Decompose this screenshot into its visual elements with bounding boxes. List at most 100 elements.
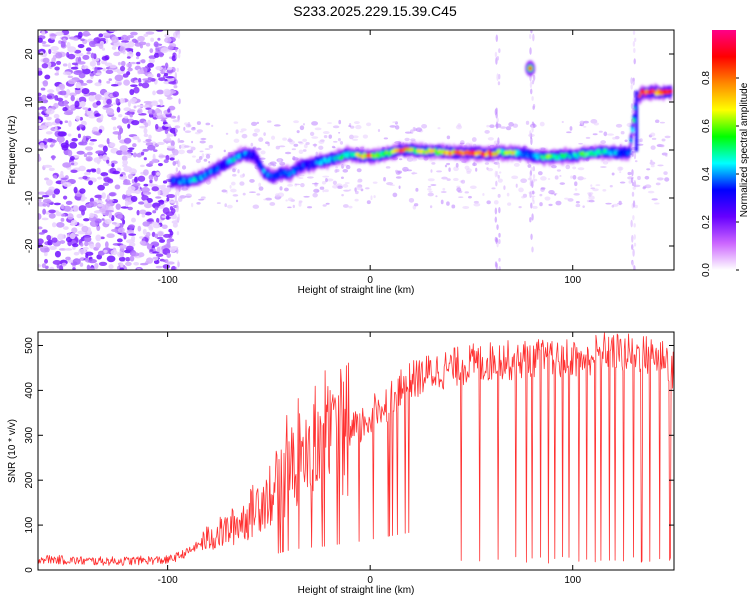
noise-blob [199, 140, 206, 144]
noise-blob [201, 153, 205, 158]
noise-blob [583, 125, 587, 128]
noise-blob [590, 184, 593, 187]
noise-blob [66, 41, 71, 49]
noise-blob [342, 168, 349, 173]
noise-blob [464, 191, 469, 194]
noise-blob [52, 193, 56, 199]
noise-blob [93, 199, 102, 203]
noise-blob [94, 113, 101, 117]
noise-blob [120, 60, 126, 67]
noise-streak [631, 234, 634, 243]
noise-blob [313, 143, 317, 148]
noise-blob [102, 182, 109, 186]
noise-streak [498, 265, 501, 270]
noise-blob [55, 211, 62, 217]
noise-blob [203, 158, 208, 162]
noise-blob [208, 161, 211, 164]
noise-blob [57, 233, 65, 241]
noise-blob [574, 188, 578, 191]
noise-streak [630, 103, 634, 109]
noise-blob [155, 196, 162, 199]
noise-blob [108, 192, 116, 197]
noise-blob [287, 138, 293, 143]
noise-blob [137, 225, 142, 232]
noise-blob [100, 172, 109, 177]
noise-blob [471, 137, 477, 142]
noise-blob [133, 262, 140, 266]
noise-blob [475, 167, 478, 172]
noise-blob [42, 208, 46, 215]
noise-blob [168, 228, 173, 233]
noise-blob [65, 256, 71, 261]
noise-blob [60, 177, 68, 181]
noise-blob [172, 222, 178, 228]
noise-blob [150, 37, 155, 42]
snr-y-ticks: 0 100 200 300 400 500 [24, 337, 674, 573]
noise-blob [173, 85, 178, 89]
noise-streak [177, 52, 181, 59]
noise-blob [588, 199, 595, 203]
noise-blob [651, 137, 657, 140]
noise-blob [578, 142, 583, 145]
noise-streak [175, 167, 179, 172]
noise-blob [505, 126, 512, 131]
noise-blob [94, 262, 99, 269]
noise-blob [149, 179, 153, 184]
spectrogram-x-axis-label: Height of straight line (km) [298, 285, 415, 296]
noise-blob [309, 131, 315, 136]
y-tick-label: 200 [24, 471, 35, 488]
noise-blob [78, 205, 87, 212]
noise-blob [427, 192, 434, 197]
noise-blob [570, 175, 573, 179]
noise-blob [38, 197, 42, 203]
noise-streak [530, 30, 533, 34]
noise-blob [76, 150, 85, 155]
noise-blob [322, 131, 330, 135]
noise-blob [327, 122, 333, 124]
noise-blob [38, 213, 42, 220]
snr-series-line [38, 332, 674, 566]
noise-blob [96, 61, 101, 66]
noise-blob [127, 34, 134, 39]
noise-blob [138, 201, 145, 205]
noise-blob [351, 135, 359, 139]
noise-blob [185, 193, 192, 199]
noise-blob [634, 160, 638, 163]
noise-blob [650, 159, 653, 163]
noise-blob [102, 32, 112, 37]
noise-blob [74, 87, 82, 91]
noise-blob [241, 133, 248, 139]
noise-blob [65, 200, 73, 206]
noise-blob [136, 104, 145, 108]
noise-blob [412, 171, 416, 175]
noise-blob [133, 182, 141, 187]
noise-blob [96, 167, 101, 175]
noise-streak [176, 200, 179, 209]
noise-blob [315, 151, 318, 156]
noise-streak [632, 78, 635, 86]
noise-blob [305, 141, 310, 145]
snr-y-axis-label: SNR (10 * v/v) [7, 419, 18, 483]
noise-blob [86, 151, 93, 156]
noise-blob [655, 119, 660, 124]
noise-blob [67, 53, 76, 60]
noise-blob [325, 177, 328, 183]
noise-blob [115, 98, 119, 104]
noise-blob [52, 260, 62, 265]
noise-blob [665, 154, 668, 157]
noise-blob [71, 137, 78, 142]
noise-blob [151, 231, 156, 238]
noise-blob [91, 57, 100, 62]
noise-blob [78, 124, 84, 128]
noise-blob [62, 71, 72, 76]
noise-blob [95, 234, 102, 242]
noise-blob [413, 203, 419, 207]
noise-blob [392, 121, 397, 123]
x-tick-label: 100 [564, 275, 581, 286]
noise-blob [122, 194, 126, 200]
ridge-cell [470, 149, 474, 154]
noise-streak [497, 81, 501, 86]
noise-blob [156, 172, 161, 176]
noise-blob [366, 200, 371, 205]
noise-blob [469, 185, 477, 189]
